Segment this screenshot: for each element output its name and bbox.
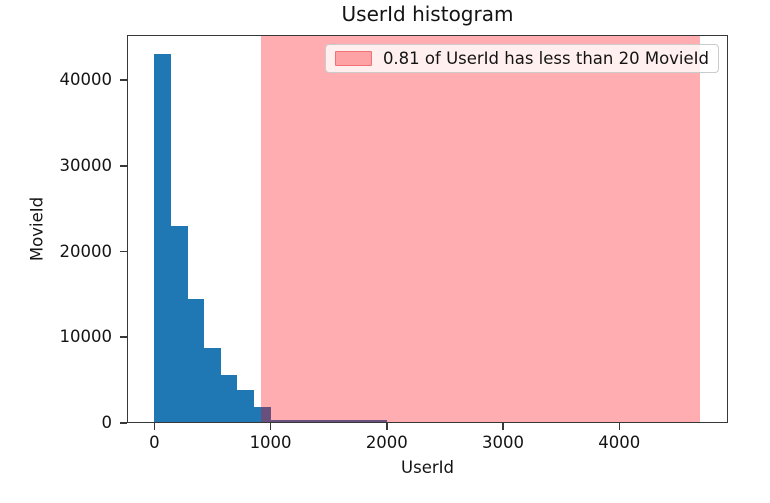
x-tick-label: 4000 bbox=[598, 433, 641, 452]
x-tick-mark bbox=[618, 423, 621, 430]
histogram-bar bbox=[220, 374, 238, 423]
x-tick-label: 3000 bbox=[482, 433, 525, 452]
y-tick-mark bbox=[120, 164, 127, 167]
chart-title: UserId histogram bbox=[341, 2, 514, 26]
y-tick-label: 10000 bbox=[59, 327, 113, 347]
plot-area: 0.81 of UserId has less than 20 MovieId bbox=[127, 35, 728, 423]
x-tick-label: 2000 bbox=[365, 433, 408, 452]
histogram-bar bbox=[237, 390, 255, 423]
x-tick-label: 1000 bbox=[249, 433, 292, 452]
y-tick-mark bbox=[120, 422, 127, 424]
highlight-span bbox=[260, 35, 700, 423]
histogram-bar bbox=[204, 348, 221, 423]
histogram-bar bbox=[187, 298, 205, 423]
legend: 0.81 of UserId has less than 20 MovieId bbox=[324, 44, 719, 73]
y-tick-label: 0 bbox=[101, 413, 113, 432]
x-tick-mark bbox=[386, 423, 388, 430]
y-tick-label: 30000 bbox=[59, 155, 113, 175]
histogram-bar bbox=[254, 407, 271, 423]
x-tick-label: 0 bbox=[149, 433, 160, 452]
histogram-bar bbox=[170, 225, 188, 423]
x-tick-mark bbox=[269, 423, 272, 430]
y-tick-mark bbox=[120, 79, 127, 81]
y-tick-mark bbox=[120, 250, 127, 253]
x-axis-label: UserId bbox=[401, 458, 454, 477]
y-tick-mark bbox=[120, 336, 127, 339]
x-tick-mark bbox=[502, 423, 504, 430]
y-tick-label: 40000 bbox=[59, 70, 113, 90]
histogram-bar bbox=[154, 54, 171, 423]
x-tick-mark bbox=[153, 423, 156, 430]
legend-swatch-icon bbox=[334, 51, 372, 66]
histogram-bar bbox=[270, 419, 388, 423]
legend-label: 0.81 of UserId has less than 20 MovieId bbox=[382, 49, 709, 68]
y-tick-label: 20000 bbox=[59, 241, 113, 261]
